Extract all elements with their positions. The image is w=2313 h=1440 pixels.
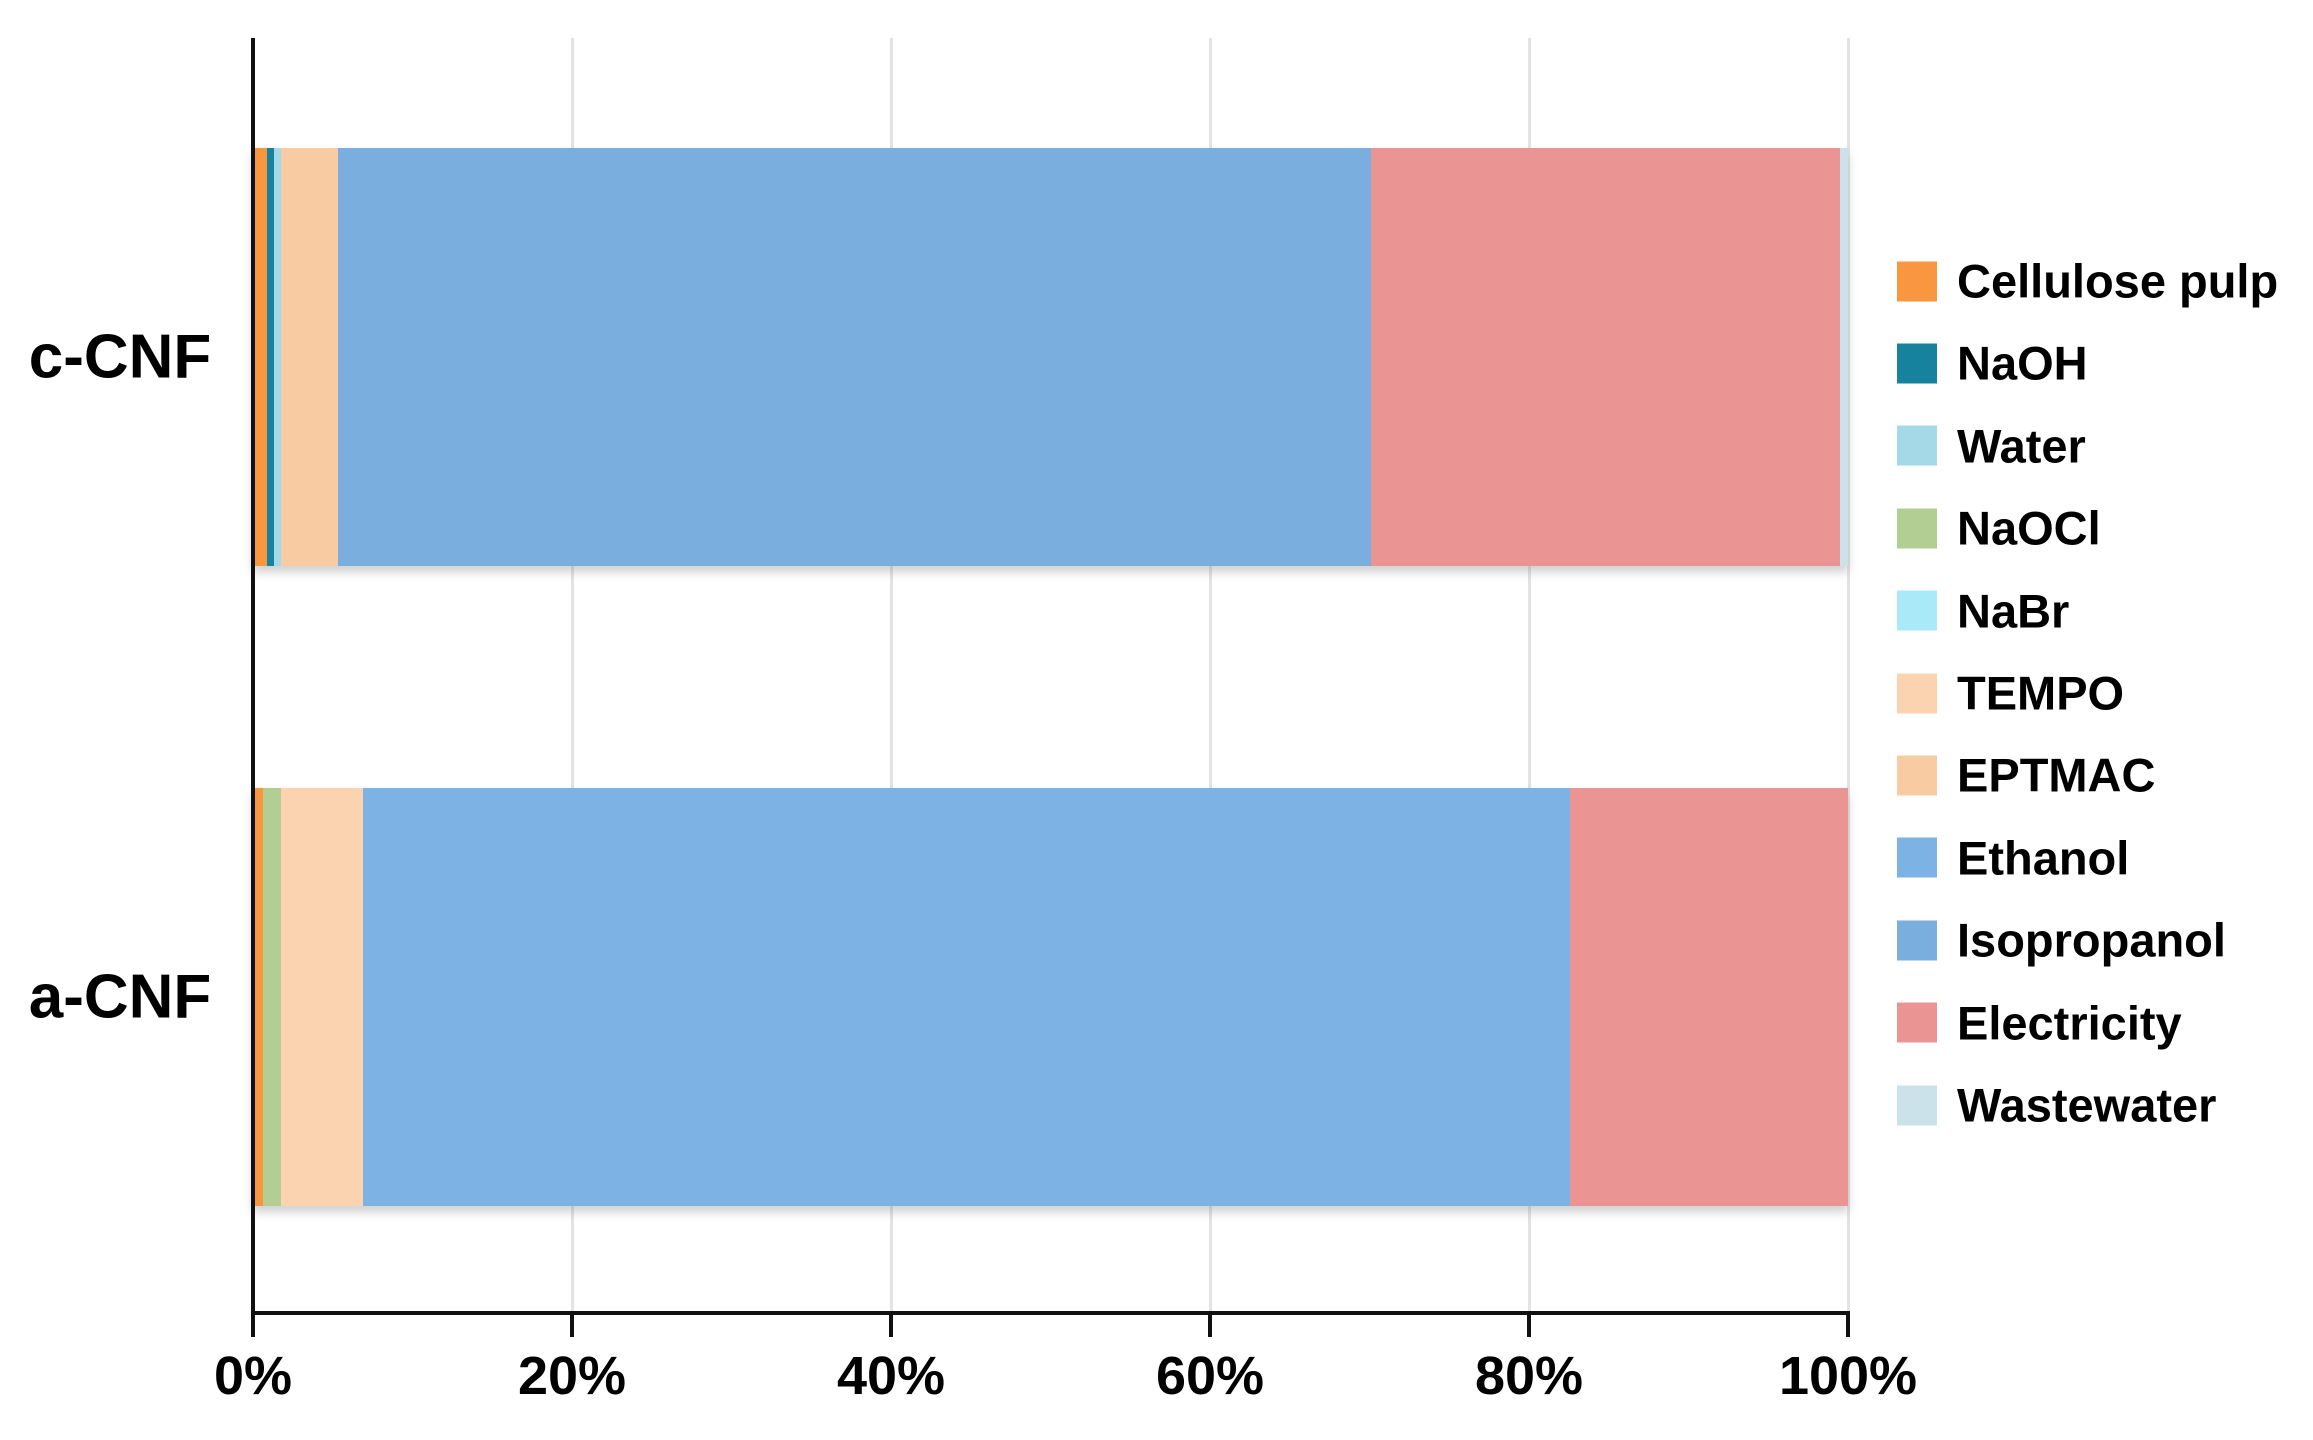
bar-a-CNF	[253, 788, 1848, 1206]
x-tick-0	[251, 1313, 255, 1337]
segment-c-CNF-NaOH	[267, 148, 274, 566]
segment-a-CNF-Ethanol	[363, 788, 1571, 1206]
segment-c-CNF-Wastewater	[1839, 148, 1848, 566]
x-axis-line	[251, 1311, 1850, 1315]
legend-label-NaOH: NaOH	[1957, 336, 2088, 390]
gridline-60	[1209, 38, 1212, 1313]
legend-label-Wastewater: Wastewater	[1957, 1078, 2217, 1132]
legend-swatch-NaOH	[1897, 343, 1937, 384]
gridline-80	[1528, 38, 1531, 1313]
segment-c-CNF-Electricity	[1371, 148, 1840, 566]
legend-item-Cellulose pulp: Cellulose pulp	[1897, 254, 2278, 309]
segment-c-CNF-Water	[273, 148, 281, 566]
legend-swatch-EPTMAC	[1897, 755, 1937, 796]
segment-c-CNF-Cellulose pulp	[253, 148, 268, 566]
gridline-20	[571, 38, 574, 1313]
segment-a-CNF-Cellulose pulp	[253, 788, 264, 1206]
legend-swatch-NaOCl	[1897, 508, 1937, 549]
bar-c-CNF	[253, 148, 1848, 566]
legend-swatch-Ethanol	[1897, 837, 1937, 878]
legend-item-NaOH: NaOH	[1897, 336, 2088, 391]
legend-swatch-Wastewater	[1897, 1085, 1937, 1125]
x-tick-20	[570, 1313, 574, 1337]
legend-item-TEMPO: TEMPO	[1897, 666, 2124, 721]
legend-swatch-NaBr	[1897, 590, 1937, 631]
x-tick-label-60: 60%	[1155, 1346, 1265, 1406]
legend-swatch-Isopropanol	[1897, 920, 1937, 961]
legend-label-Ethanol: Ethanol	[1957, 831, 2130, 885]
x-tick-label-40: 40%	[836, 1346, 946, 1406]
legend-swatch-TEMPO	[1897, 673, 1937, 713]
x-tick-label-0: 0%	[213, 1346, 293, 1406]
gridline-40	[890, 38, 893, 1313]
category-label-c-CNF: c-CNF	[28, 322, 212, 392]
legend-item-Electricity: Electricity	[1897, 995, 2182, 1050]
legend-label-TEMPO: TEMPO	[1957, 666, 2125, 720]
category-label-a-CNF: a-CNF	[28, 962, 212, 1032]
y-axis-line	[251, 38, 255, 1313]
legend-item-Isopropanol: Isopropanol	[1897, 913, 2226, 968]
legend-item-Wastewater: Wastewater	[1897, 1078, 2216, 1133]
segment-c-CNF-Isopropanol	[337, 148, 1372, 566]
legend-item-NaBr: NaBr	[1897, 583, 2069, 638]
x-tick-40	[889, 1313, 893, 1337]
legend-swatch-Cellulose pulp	[1897, 261, 1937, 301]
x-tick-label-80: 80%	[1474, 1346, 1584, 1406]
legend-item-Water: Water	[1897, 418, 2086, 473]
legend-item-Ethanol: Ethanol	[1897, 830, 2129, 885]
x-tick-80	[1527, 1313, 1531, 1337]
segment-c-CNF-EPTMAC	[280, 148, 338, 566]
legend-label-Electricity: Electricity	[1957, 996, 2182, 1050]
x-tick-100	[1846, 1313, 1850, 1337]
legend-label-NaOCl: NaOCl	[1957, 501, 2101, 555]
legend-swatch-Water	[1897, 425, 1937, 466]
legend-label-Cellulose pulp: Cellulose pulp	[1957, 254, 2279, 308]
gridline-100	[1847, 38, 1850, 1313]
legend-label-NaBr: NaBr	[1957, 584, 2070, 638]
x-tick-label-100: 100%	[1778, 1346, 1918, 1406]
segment-a-CNF-NaOCl	[263, 788, 281, 1206]
segment-a-CNF-TEMPO	[280, 788, 364, 1206]
legend-label-EPTMAC: EPTMAC	[1957, 748, 2156, 802]
legend-label-Isopropanol: Isopropanol	[1957, 913, 2226, 967]
segment-a-CNF-Electricity	[1570, 788, 1848, 1206]
legend-item-NaOCl: NaOCl	[1897, 501, 2101, 556]
x-tick-label-20: 20%	[517, 1346, 627, 1406]
x-tick-60	[1208, 1313, 1212, 1337]
legend-item-EPTMAC: EPTMAC	[1897, 748, 2155, 803]
legend-swatch-Electricity	[1897, 1002, 1937, 1043]
legend-label-Water: Water	[1957, 419, 2086, 473]
